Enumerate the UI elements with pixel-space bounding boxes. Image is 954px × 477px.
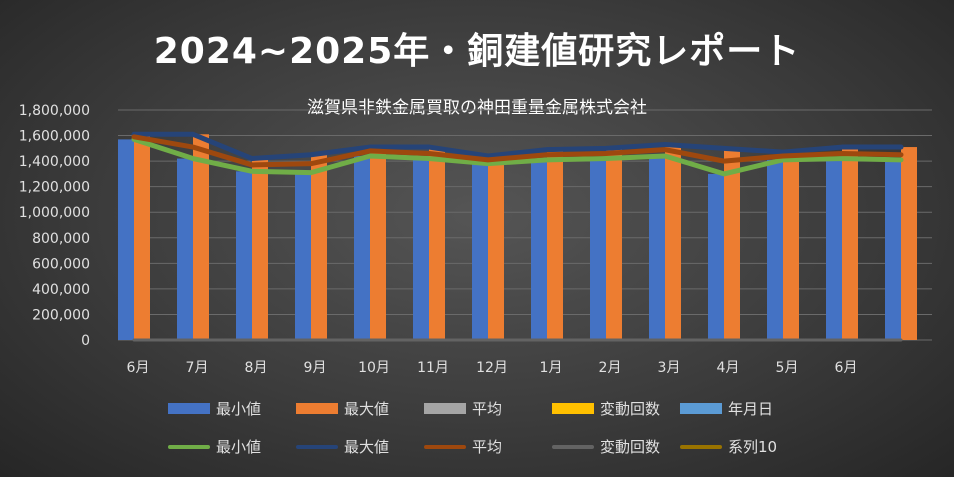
bar-min bbox=[767, 159, 783, 340]
legend-item: 年月日 bbox=[680, 398, 808, 419]
bar-min bbox=[118, 139, 134, 340]
legend-label: 最小値 bbox=[216, 438, 262, 456]
bar-min bbox=[885, 159, 901, 340]
y-tick-label: 0 bbox=[81, 333, 90, 349]
bar-max bbox=[429, 147, 445, 340]
bar-max bbox=[724, 148, 740, 340]
legend-swatch bbox=[168, 444, 210, 449]
bar-max bbox=[370, 147, 386, 340]
bar-min bbox=[590, 158, 606, 340]
bar-max bbox=[311, 154, 327, 340]
legend-label: 系列10 bbox=[728, 438, 778, 456]
bar-min bbox=[236, 171, 252, 340]
series-line bbox=[131, 134, 904, 168]
legend-label: 年月日 bbox=[728, 400, 774, 418]
bar-min bbox=[295, 172, 311, 340]
bar-max bbox=[193, 134, 209, 340]
y-tick-label: 600,000 bbox=[32, 256, 90, 272]
bar-max bbox=[134, 134, 150, 340]
chart-subtitle: 滋賀県非鉄金属買取の神田重量金属株式会社 bbox=[307, 98, 647, 118]
bar-max bbox=[488, 156, 504, 340]
chart-title: 2024~2025年・銅建値研究レポート bbox=[153, 31, 801, 72]
legend-item: 最小値 bbox=[168, 398, 296, 419]
x-tick-label: 6月 bbox=[127, 360, 150, 376]
y-tick-label: 1,800,000 bbox=[19, 103, 90, 119]
legend-swatch bbox=[552, 444, 594, 449]
bar-min bbox=[354, 156, 370, 340]
x-tick-label: 6月 bbox=[835, 360, 858, 376]
y-tick-label: 400,000 bbox=[32, 282, 90, 298]
x-tick-label: 8月 bbox=[245, 360, 268, 376]
legend-swatch bbox=[296, 403, 338, 414]
y-tick-label: 200,000 bbox=[32, 307, 90, 323]
x-tick-label: 7月 bbox=[186, 360, 209, 376]
bar-max bbox=[842, 147, 858, 340]
legend-label: 変動回数 bbox=[600, 400, 661, 418]
legend-swatch bbox=[552, 403, 594, 414]
legend-swatch bbox=[168, 403, 210, 414]
legend-label: 最大値 bbox=[344, 400, 390, 418]
bar-max bbox=[547, 149, 563, 340]
y-tick-label: 1,400,000 bbox=[19, 154, 90, 170]
bar-max bbox=[783, 152, 799, 340]
y-tick-label: 1,600,000 bbox=[19, 129, 90, 145]
bar-min bbox=[826, 158, 842, 340]
bar-min bbox=[708, 173, 724, 340]
bar-max bbox=[252, 158, 268, 340]
bar-min bbox=[472, 163, 488, 340]
legend-swatch bbox=[424, 444, 466, 449]
legend-label: 最小値 bbox=[216, 400, 262, 418]
bar-min bbox=[413, 158, 429, 340]
series-line bbox=[131, 131, 904, 162]
bar-min bbox=[177, 158, 193, 340]
x-tick-label: 1月 bbox=[540, 360, 563, 376]
legend-item: 最大値 bbox=[296, 436, 424, 457]
x-tick-label: 4月 bbox=[717, 360, 740, 376]
x-tick-label: 5月 bbox=[776, 360, 799, 376]
legend-label: 最大値 bbox=[344, 438, 390, 456]
series-line bbox=[131, 136, 904, 177]
legend-item: 変動回数 bbox=[552, 436, 680, 457]
bar-min bbox=[531, 159, 547, 340]
x-tick-label: 10月 bbox=[358, 360, 390, 376]
legend-item: 平均 bbox=[424, 436, 552, 457]
x-tick-label: 9月 bbox=[304, 360, 327, 376]
legend-item: 最小値 bbox=[168, 436, 296, 457]
legend-swatch bbox=[680, 403, 722, 414]
legend-row-bars: 最小値 最大値 平均 変動回数 年月日 bbox=[168, 398, 808, 419]
legend-label: 変動回数 bbox=[600, 438, 661, 456]
bar-max bbox=[901, 147, 917, 340]
legend-label: 平均 bbox=[472, 400, 503, 418]
x-tick-label: 12月 bbox=[476, 360, 508, 376]
legend-swatch bbox=[424, 403, 466, 414]
y-tick-label: 1,000,000 bbox=[19, 205, 90, 221]
legend-item: 平均 bbox=[424, 398, 552, 419]
bar-min bbox=[649, 156, 665, 340]
legend-row-lines: 最小値 最大値 平均 変動回数 系列10 bbox=[168, 436, 808, 457]
x-tick-label: 2月 bbox=[599, 360, 622, 376]
x-tick-label: 3月 bbox=[658, 360, 681, 376]
bar-max bbox=[665, 144, 681, 340]
legend-label: 平均 bbox=[472, 438, 503, 456]
y-tick-label: 800,000 bbox=[32, 231, 90, 247]
bar-max bbox=[606, 148, 622, 340]
legend-item: 変動回数 bbox=[552, 398, 680, 419]
legend-swatch bbox=[296, 444, 338, 449]
x-tick-label: 11月 bbox=[417, 360, 449, 376]
y-tick-label: 1,200,000 bbox=[19, 180, 90, 196]
legend-item: 系列10 bbox=[680, 436, 808, 457]
legend-swatch bbox=[680, 444, 722, 449]
legend-item: 最大値 bbox=[296, 398, 424, 419]
